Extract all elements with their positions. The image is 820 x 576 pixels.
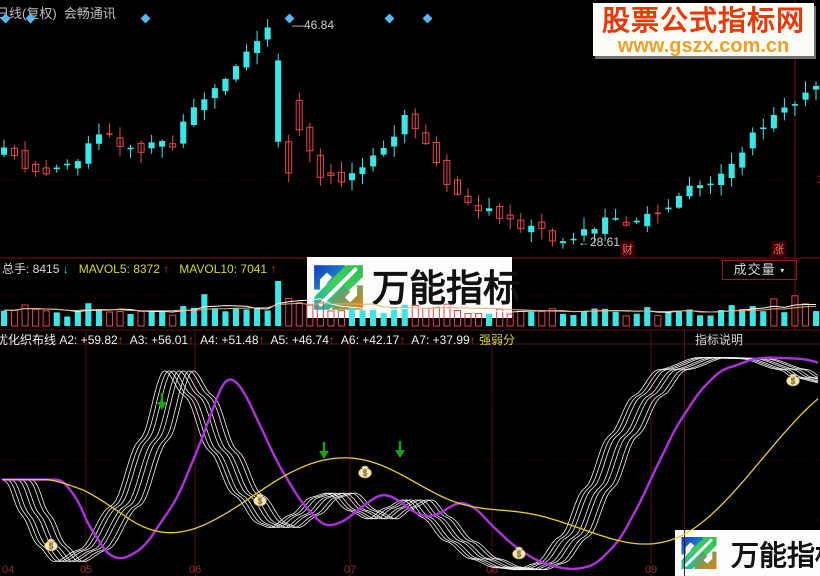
svg-text:$: $ — [363, 469, 368, 478]
svg-text:$: $ — [517, 550, 522, 559]
svg-text:$: $ — [49, 542, 54, 551]
svg-text:$: $ — [258, 497, 263, 506]
svg-text:$: $ — [791, 377, 796, 386]
